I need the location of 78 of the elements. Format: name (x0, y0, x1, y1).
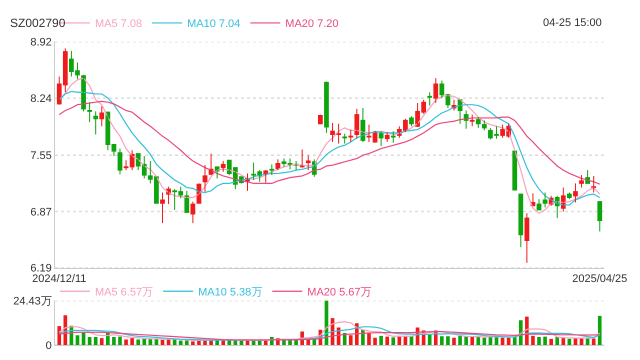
bar (142, 338, 146, 345)
candlestick (342, 133, 348, 144)
candlestick (348, 129, 354, 142)
bar (592, 338, 596, 345)
legend-label: MA20 7.20 (285, 18, 338, 30)
bar (288, 340, 292, 345)
candlestick (512, 150, 518, 191)
candlestick (470, 114, 475, 127)
candlestick (579, 174, 584, 188)
bar (76, 335, 80, 345)
bar (178, 340, 183, 345)
bar (549, 338, 553, 345)
candlestick (390, 130, 396, 144)
bar (184, 340, 189, 345)
bar (88, 337, 92, 345)
bar (379, 336, 383, 345)
bar (452, 338, 456, 345)
candlestick (567, 192, 572, 200)
bar (82, 332, 86, 345)
bar (227, 340, 232, 345)
bar (234, 340, 238, 345)
legend-label: MA10 5.38万 (198, 286, 262, 299)
legend-label: MA10 7.04 (187, 18, 240, 30)
bar (598, 316, 602, 345)
y-tick-label: 8.24 (30, 92, 52, 105)
legend-label: MA20 5.67万 (307, 286, 372, 299)
bar (367, 332, 371, 345)
bar (124, 340, 128, 345)
bar (324, 300, 328, 345)
bar (568, 338, 572, 345)
x-tick-label: 2024/12/11 (32, 273, 86, 286)
chart-title: SZ002790 (10, 16, 66, 30)
bar (385, 336, 390, 345)
bar (130, 338, 134, 345)
line-series (58, 100, 600, 185)
y-tick-label: 7.55 (30, 150, 52, 162)
y-tick-label: 6.19 (30, 262, 52, 275)
bar (446, 336, 450, 345)
bar (410, 336, 414, 345)
bar (440, 336, 444, 345)
bar (112, 337, 116, 345)
bar (458, 336, 462, 345)
y-tick-label: 8.92 (30, 36, 52, 49)
line-series (58, 321, 600, 342)
legend-label: MA5 7.08 (95, 18, 142, 30)
x-tick-label: 2025/04/25 (572, 273, 628, 286)
bar (531, 336, 535, 345)
bar (482, 338, 486, 345)
bar (94, 337, 98, 345)
bar (100, 338, 104, 345)
bar (500, 338, 504, 345)
text: 04-25 15:00 (543, 17, 602, 29)
bar (191, 341, 195, 345)
legend-label: MA5 6.57万 (95, 286, 154, 299)
bar (221, 340, 226, 345)
bar (561, 338, 566, 345)
candlestick (573, 182, 578, 203)
bar (373, 338, 377, 345)
bar (118, 336, 122, 345)
y-tick-label: 24.43万 (13, 295, 52, 308)
bar (348, 335, 353, 345)
bar (160, 340, 164, 345)
y-tick-label: 6.87 (30, 206, 52, 218)
bar (512, 337, 517, 345)
bar (136, 340, 140, 345)
y-tick-label: 0 (46, 340, 52, 352)
bar (391, 337, 396, 345)
bar (488, 337, 492, 345)
line-series (58, 326, 600, 341)
bar (543, 336, 547, 345)
bar (537, 337, 541, 345)
line-series (58, 330, 600, 341)
bar (555, 337, 560, 345)
bar (506, 338, 510, 345)
candlestick (87, 102, 92, 123)
bar (282, 340, 286, 345)
bar (166, 340, 170, 345)
candlestick (160, 192, 165, 224)
